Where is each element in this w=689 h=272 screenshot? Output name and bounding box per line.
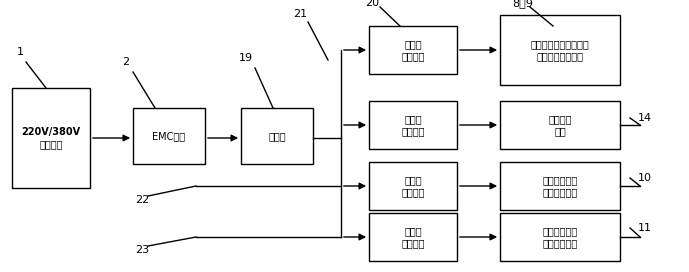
Bar xyxy=(12,88,90,188)
Text: 220V/380V
交流电压: 220V/380V 交流电压 xyxy=(21,127,81,149)
Text: 19: 19 xyxy=(239,53,253,63)
Bar xyxy=(133,108,205,164)
Text: 14: 14 xyxy=(638,113,652,123)
Text: 第一路
整流滤波: 第一路 整流滤波 xyxy=(401,39,424,61)
Bar xyxy=(241,108,313,164)
Text: 第三路
整流滤波: 第三路 整流滤波 xyxy=(401,175,424,197)
Text: 22: 22 xyxy=(135,195,149,205)
Bar xyxy=(369,213,457,261)
Text: 2: 2 xyxy=(123,57,130,67)
Text: 升降压斩波驱动电路、
逆变电路驱动电路: 升降压斩波驱动电路、 逆变电路驱动电路 xyxy=(531,39,589,61)
Bar xyxy=(500,101,620,149)
Text: 20: 20 xyxy=(365,0,379,8)
Text: 电压传感器及
采样调理电路: 电压传感器及 采样调理电路 xyxy=(542,175,577,197)
Text: 11: 11 xyxy=(638,223,652,233)
Text: 变压器: 变压器 xyxy=(268,131,286,141)
Text: 8、9: 8、9 xyxy=(513,0,533,8)
Text: EMC滤波: EMC滤波 xyxy=(152,131,185,141)
Bar xyxy=(369,101,457,149)
Text: 显示驱动
电路: 显示驱动 电路 xyxy=(548,114,572,136)
Text: 21: 21 xyxy=(293,9,307,19)
Bar xyxy=(369,26,457,74)
Text: 电流传感器及
采样调理电路: 电流传感器及 采样调理电路 xyxy=(542,226,577,248)
Text: 第二路
整流滤波: 第二路 整流滤波 xyxy=(401,114,424,136)
Bar xyxy=(500,162,620,210)
Bar xyxy=(500,15,620,85)
Bar xyxy=(369,162,457,210)
Text: 第四路
整流滤波: 第四路 整流滤波 xyxy=(401,226,424,248)
Text: 1: 1 xyxy=(17,47,23,57)
Text: 23: 23 xyxy=(135,245,149,255)
Bar xyxy=(500,213,620,261)
Text: 10: 10 xyxy=(638,173,652,183)
